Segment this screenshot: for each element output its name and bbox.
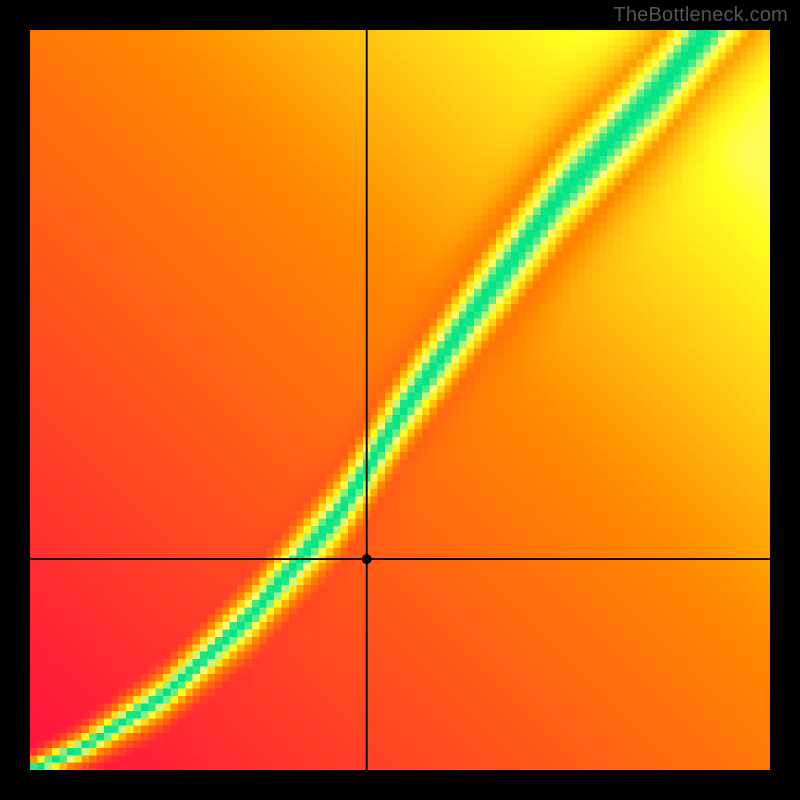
marker-point [362,554,372,564]
outer-frame: TheBottleneck.com [0,0,800,800]
heatmap-cells [30,30,770,770]
heatmap-svg [30,30,770,770]
plot-area [30,30,770,770]
watermark: TheBottleneck.com [613,4,788,27]
watermark-text: TheBottleneck.com [613,4,788,26]
